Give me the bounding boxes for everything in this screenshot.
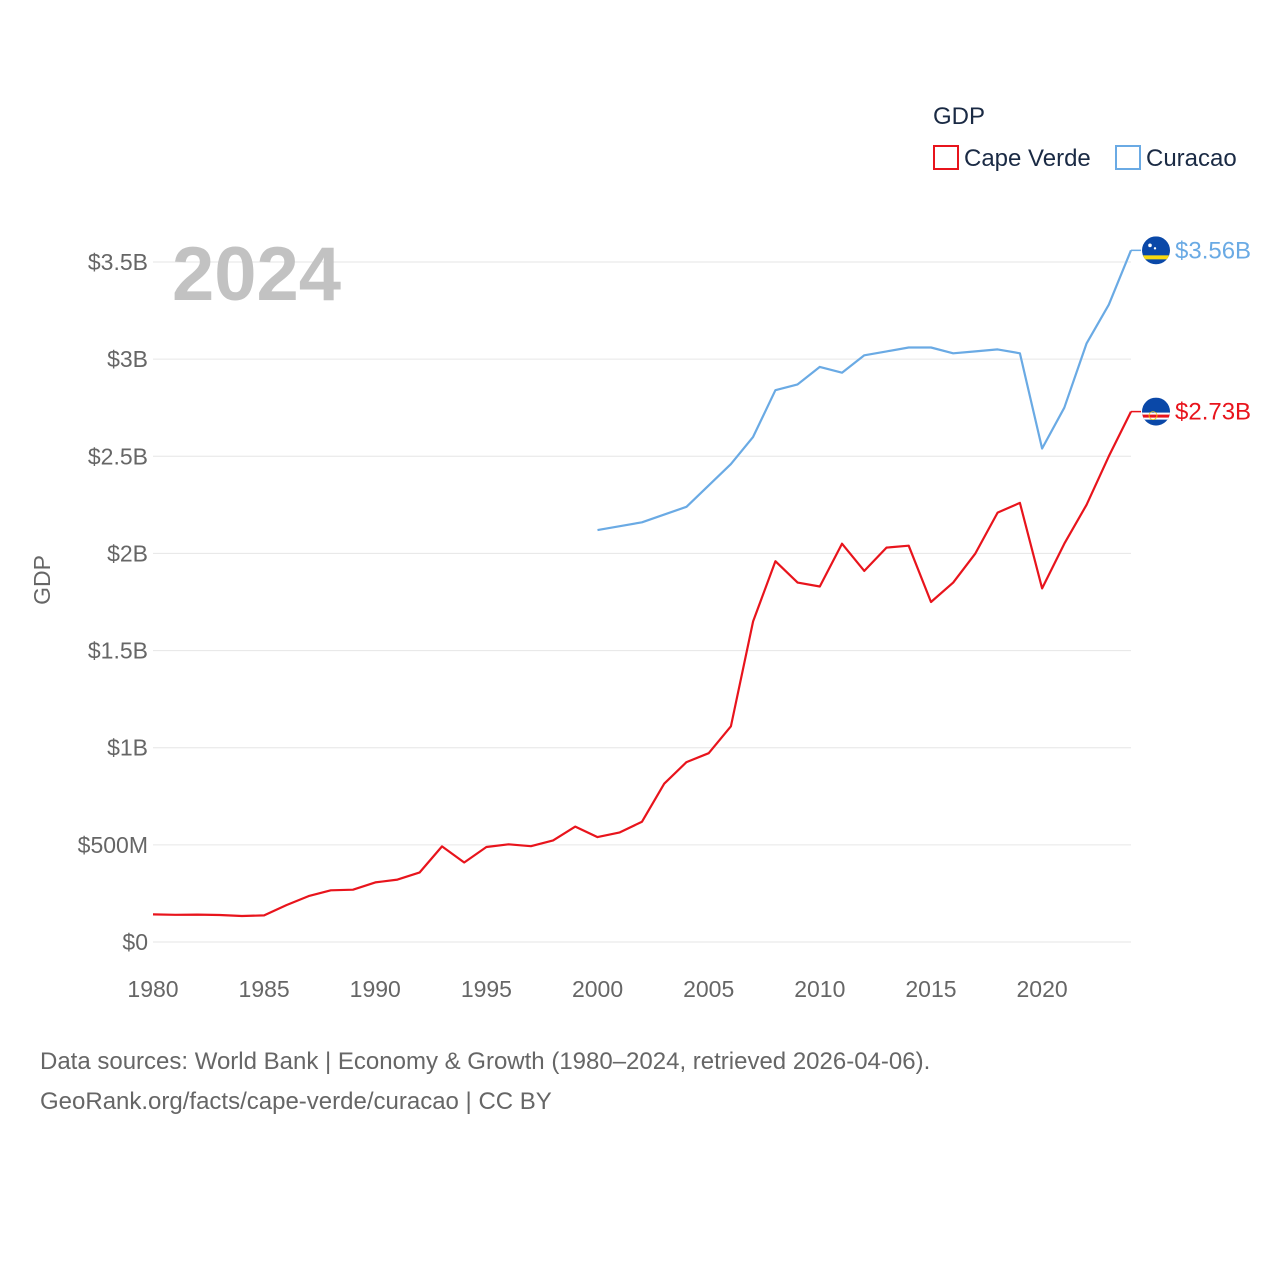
legend-item-curacao[interactable]: Curacao [1115,145,1237,172]
end-marker-cape-verde: $2.73B [1131,397,1251,426]
y-tick-label: $500M [78,832,148,858]
y-axis-label: GDP [29,555,55,605]
end-value-label: $2.73B [1175,399,1251,426]
x-tick-label: 2000 [572,976,623,1002]
legend-item-cape-verde[interactable]: Cape Verde [933,145,1091,172]
gridlines [153,261,1131,943]
legend-swatch-cape-verde [933,145,959,170]
x-tick-label: 1990 [350,976,401,1002]
x-axis-ticks: 1980 1985 1990 1995 2000 2005 2010 2015 2020 [127,976,1067,1002]
y-tick-label: $2.5B [88,443,148,469]
y-tick-label: $0 [122,929,148,955]
cape-verde-flag-icon [1142,397,1170,426]
legend-swatch-curacao [1115,145,1141,170]
legend: GDP Cape Verde Curacao [933,103,1237,172]
x-tick-label: 2015 [905,976,956,1002]
y-tick-label: $3B [107,346,148,372]
series-end-markers: $2.73B $3.56B [1131,236,1251,426]
y-tick-label: $1B [107,735,148,761]
source-note: Data sources: World Bank | Economy & Gro… [40,1042,930,1122]
x-tick-label: 1980 [127,976,178,1002]
x-tick-label: 1995 [461,976,512,1002]
end-marker-curacao: $3.56B [1131,236,1251,264]
x-tick-label: 2010 [794,976,845,1002]
series-line-cape-verde [152,411,1132,918]
end-value-label: $3.56B [1175,237,1251,264]
site-credit-line[interactable]: GeoRank.org/facts/cape-verde/curacao | C… [40,1088,552,1115]
y-axis-ticks: $0 $500M $1B $1.5B $2B $2.5B $3B $3.5B [78,249,148,955]
y-tick-label: $2B [107,540,148,566]
legend-label-cape-verde: Cape Verde [964,145,1091,172]
x-tick-label: 2020 [1017,976,1068,1002]
y-tick-label: $1.5B [88,638,148,664]
source-line: Data sources: World Bank | Economy & Gro… [40,1048,931,1075]
series-line-curacao [597,249,1133,532]
y-tick-label: $3.5B [88,249,148,275]
year-label: 2024 [172,232,341,317]
x-tick-label: 1985 [239,976,290,1002]
curacao-flag-icon [1142,236,1170,265]
series-lines [152,249,1133,918]
legend-label-curacao: Curacao [1146,145,1237,172]
legend-title: GDP [933,103,985,130]
x-tick-label: 2005 [683,976,734,1002]
